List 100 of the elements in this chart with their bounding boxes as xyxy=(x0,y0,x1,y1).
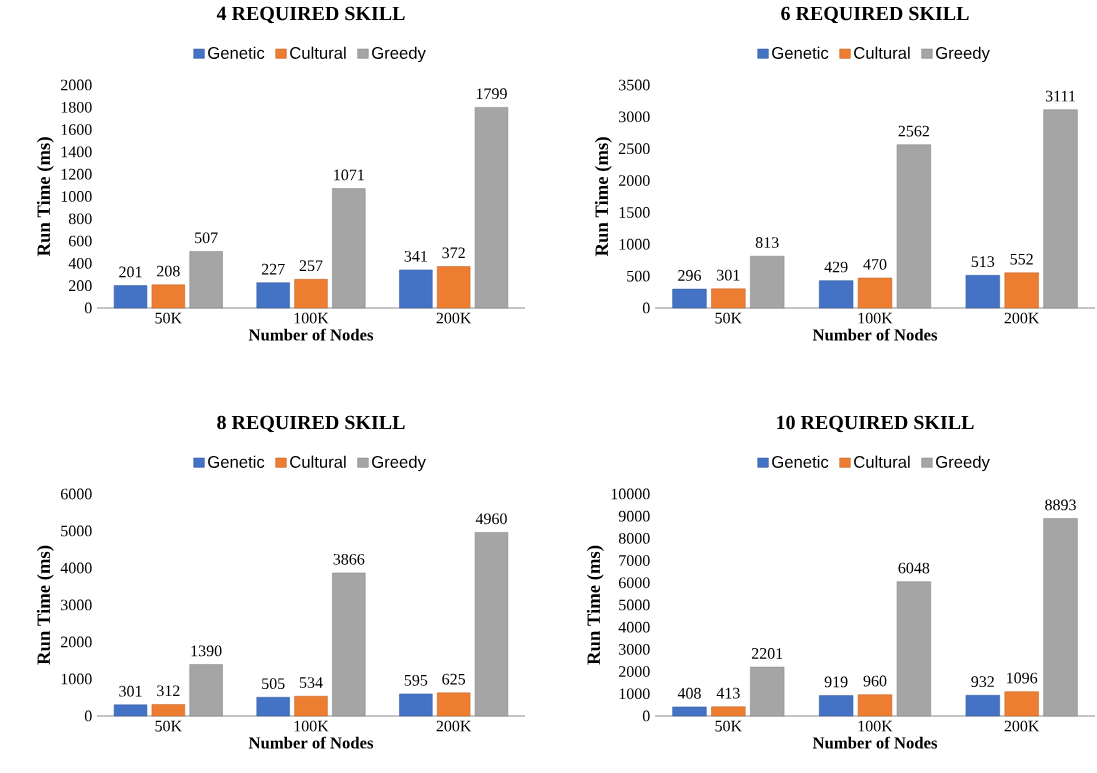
x-tick-label: 50K xyxy=(155,720,182,732)
data-label: 1390 xyxy=(191,645,222,657)
y-tick-label: 3000 xyxy=(619,111,650,123)
bar xyxy=(332,188,366,309)
x-axis-title: Number of Nodes xyxy=(812,328,938,341)
data-label: 429 xyxy=(824,261,848,273)
data-label: 301 xyxy=(119,685,142,697)
y-tick-label: 3000 xyxy=(619,643,650,655)
x-tick-label: 100K xyxy=(858,312,893,324)
bar xyxy=(399,693,433,717)
data-label: 625 xyxy=(442,673,466,685)
legend-label: Greedy xyxy=(936,455,990,472)
data-label: 227 xyxy=(261,263,285,275)
data-label: 513 xyxy=(971,256,995,268)
bar xyxy=(256,282,290,309)
y-tick-label: 0 xyxy=(642,710,650,722)
legend-label: Genetic xyxy=(772,46,829,59)
x-axis-title: Number of Nodes xyxy=(812,736,938,749)
y-tick-label: 2000 xyxy=(619,175,650,186)
data-label: 2201 xyxy=(751,648,783,659)
y-tick-label: 0 xyxy=(84,302,92,314)
legend-label: Cultural xyxy=(854,46,910,59)
y-tick-label: 7000 xyxy=(619,555,650,566)
y-tick-label: 1000 xyxy=(619,238,650,250)
chart-title: 4 REQUIRED SKILL xyxy=(216,6,405,24)
data-label: 301 xyxy=(717,269,740,281)
bar xyxy=(151,704,186,717)
data-label: 2562 xyxy=(898,125,929,137)
y-tick-label: 1000 xyxy=(619,688,650,700)
bar xyxy=(965,695,1000,717)
data-label: 8893 xyxy=(1045,499,1076,511)
data-label: 372 xyxy=(442,247,465,259)
y-axis-title: Run Time (ms) xyxy=(36,545,54,665)
x-tick-label: 50K xyxy=(715,312,742,324)
y-axis-title: Run Time (ms) xyxy=(36,137,54,257)
y-tick-label: 1600 xyxy=(61,124,92,135)
y-tick-label: 1400 xyxy=(61,146,92,158)
bar xyxy=(1043,109,1078,309)
legend-label: Greedy xyxy=(372,46,426,63)
bar xyxy=(672,706,707,717)
y-axis-title: Run Time (ms) xyxy=(594,137,612,257)
data-label: 552 xyxy=(1010,253,1033,265)
data-label: 960 xyxy=(863,675,887,687)
x-tick-label: 200K xyxy=(1004,312,1040,324)
data-label: 1096 xyxy=(1007,672,1038,684)
data-label: 1799 xyxy=(476,88,507,100)
y-tick-label: 1500 xyxy=(619,207,650,218)
x-axis-title: Number of Nodes xyxy=(248,736,374,749)
bar xyxy=(1004,691,1039,717)
bar xyxy=(857,277,893,309)
chart-title: 8 REQUIRED SKILL xyxy=(217,415,405,433)
bar xyxy=(896,144,932,309)
data-label: 3866 xyxy=(333,553,365,565)
legend-label: Genetic xyxy=(208,455,265,468)
x-tick-label: 100K xyxy=(294,312,329,324)
y-tick-label: 400 xyxy=(68,257,92,269)
data-label: 296 xyxy=(678,270,701,281)
bar xyxy=(474,107,509,309)
y-axis-title: Run Time (ms) xyxy=(586,545,604,665)
data-label: 1071 xyxy=(334,169,364,181)
data-label: 201 xyxy=(119,266,142,278)
x-tick-label: 100K xyxy=(858,720,893,732)
y-tick-label: 4000 xyxy=(60,562,92,574)
data-label: 6048 xyxy=(898,562,930,574)
y-tick-label: 3000 xyxy=(61,599,92,611)
data-label: 3111 xyxy=(1045,90,1075,102)
chart-title: 10 REQUIRED SKILL xyxy=(777,415,974,433)
y-tick-label: 1800 xyxy=(61,101,92,113)
bar xyxy=(332,572,366,717)
y-tick-label: 5000 xyxy=(61,525,92,537)
y-tick-label: 5000 xyxy=(619,599,650,611)
y-tick-label: 1000 xyxy=(61,191,92,202)
x-axis-title: Number of Nodes xyxy=(248,328,374,341)
bar xyxy=(294,695,328,717)
data-label: 470 xyxy=(863,258,887,270)
data-label: 208 xyxy=(157,265,180,277)
chart-title: 6 REQUIRED SKILL xyxy=(781,6,969,24)
legend-label: Cultural xyxy=(290,455,346,468)
legend-label: Genetic xyxy=(208,46,265,59)
data-label: 505 xyxy=(262,678,285,690)
y-tick-label: 0 xyxy=(84,710,92,722)
legend-label: Cultural xyxy=(854,455,910,468)
bar xyxy=(113,285,148,309)
x-tick-label: 200K xyxy=(436,312,472,324)
y-tick-label: 1200 xyxy=(61,168,92,180)
y-tick-label: 500 xyxy=(627,270,650,282)
y-tick-label: 4000 xyxy=(618,621,650,633)
y-tick-label: 9000 xyxy=(618,510,650,522)
bar xyxy=(294,279,328,309)
bar xyxy=(436,692,471,717)
y-tick-label: 0 xyxy=(642,302,650,314)
y-tick-label: 600 xyxy=(68,235,92,247)
data-label: 413 xyxy=(716,687,740,699)
bar xyxy=(819,280,854,309)
y-tick-label: 1000 xyxy=(61,673,92,685)
data-label: 813 xyxy=(755,237,779,248)
data-label: 534 xyxy=(299,677,323,688)
bar xyxy=(256,697,290,717)
bar xyxy=(151,284,186,309)
y-tick-label: 10000 xyxy=(611,488,650,500)
